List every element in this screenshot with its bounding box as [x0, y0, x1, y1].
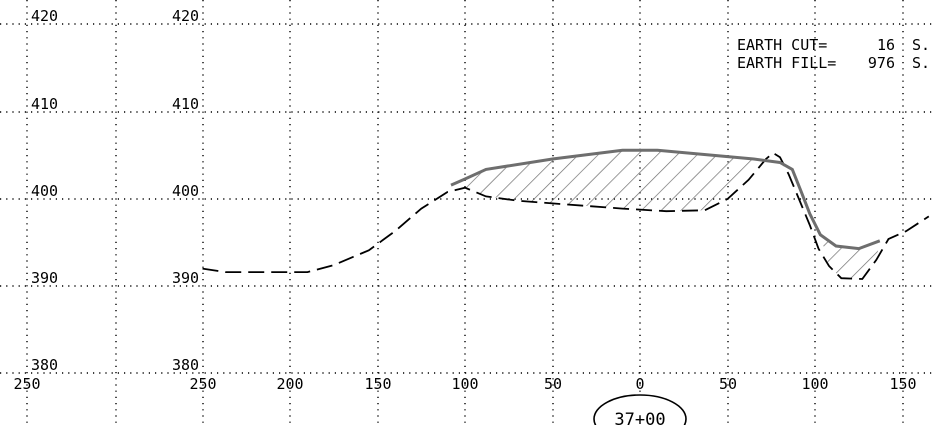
elevation-label-right-390: 390 — [172, 269, 199, 287]
elevation-label-left-400: 400 — [31, 182, 58, 200]
proposed-section-line — [450, 148, 881, 251]
earthwork-hatch — [465, 150, 880, 279]
offset-label-left-100: 100 — [451, 375, 478, 393]
axis-labels: 420 410 400 390 380 420 410 400 390 380 … — [13, 7, 916, 393]
station-label: 37+00 — [614, 410, 665, 425]
elevation-label-right-380: 380 — [172, 356, 199, 374]
offset-label-right-100: 100 — [801, 375, 828, 393]
offset-label-left-200: 200 — [276, 375, 303, 393]
station-tag: 37+00 — [593, 394, 687, 425]
offset-label-right-50: 50 — [719, 375, 737, 393]
offset-label-far-left-250: 250 — [13, 375, 40, 393]
offset-label-left-250: 250 — [189, 375, 216, 393]
offset-label-left-150: 150 — [364, 375, 391, 393]
offset-label-left-50: 50 — [544, 375, 562, 393]
earthwork-quantities: EARTH CUT= 16 S. EARTH FILL= 976 S. — [737, 36, 930, 72]
earth-cut-label: EARTH CUT= — [737, 36, 827, 54]
offset-label-centerline-0: 0 — [635, 375, 644, 393]
earth-fill-label: EARTH FILL= — [737, 54, 836, 72]
earth-cut-unit: S. — [912, 36, 930, 54]
elevation-label-right-400: 400 — [172, 182, 199, 200]
station-ellipse — [593, 394, 687, 425]
profile-lines — [202, 148, 930, 280]
elevation-label-left-380: 380 — [31, 356, 58, 374]
elevation-label-left-410: 410 — [31, 95, 58, 113]
fill-area-main — [465, 150, 766, 212]
elevation-label-right-410: 410 — [172, 95, 199, 113]
elevation-label-left-390: 390 — [31, 269, 58, 287]
earth-fill-unit: S. — [912, 54, 930, 72]
earth-fill-value: 976 — [868, 54, 895, 72]
elevation-label-left-420: 420 — [31, 7, 58, 25]
elevation-label-right-420: 420 — [172, 7, 199, 25]
earth-cut-value: 16 — [877, 36, 895, 54]
offset-label-right-150: 150 — [889, 375, 916, 393]
